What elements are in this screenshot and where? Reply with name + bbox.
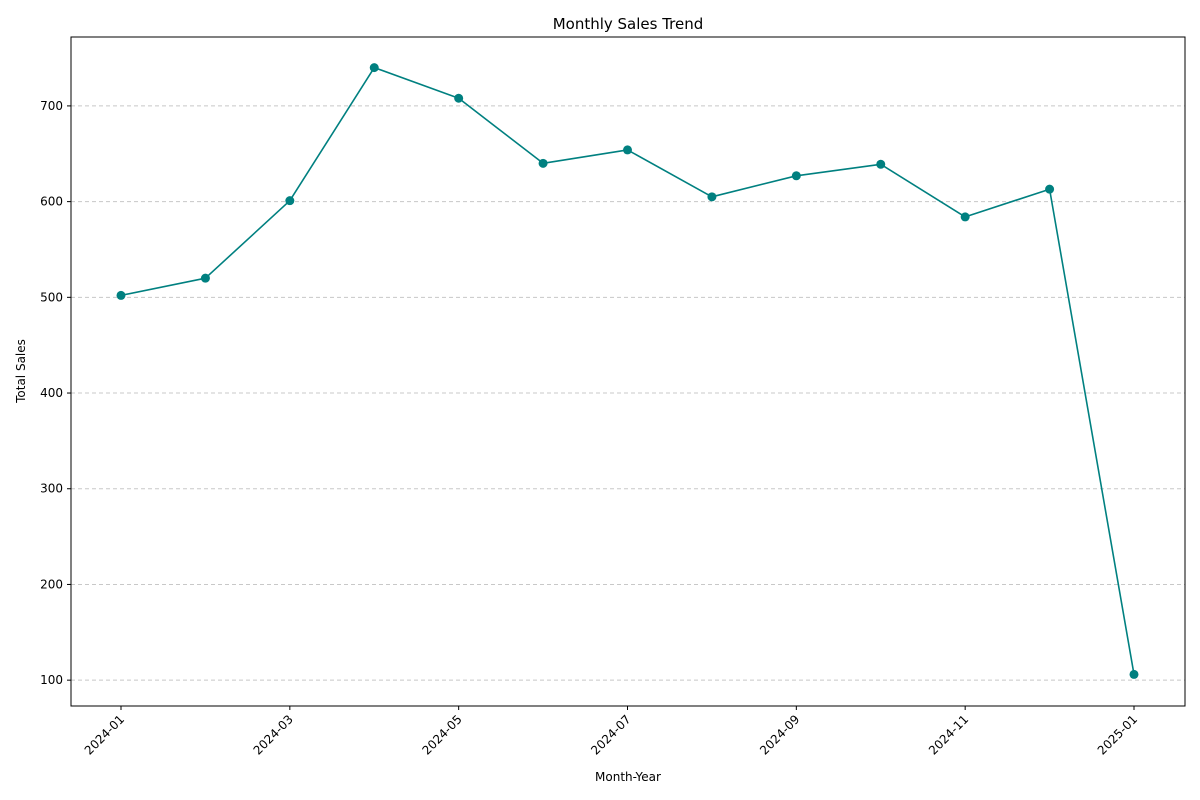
y-tick-label: 600 [40,195,63,209]
data-point [791,171,801,181]
x-axis-label: Month-Year [595,770,661,784]
y-gridlines [71,105,1185,681]
data-point [960,212,970,222]
y-tick-label: 500 [40,290,63,304]
y-tick-label: 100 [40,673,63,687]
data-point [1129,669,1139,679]
data-point [200,273,210,283]
data-point [369,63,379,73]
chart-title: Monthly Sales Trend [553,15,704,33]
data-point [538,158,548,168]
y-axis-label: Total Sales [14,339,28,404]
y-tick-label: 200 [40,577,63,591]
data-point [116,290,126,300]
series-layer [116,63,1139,679]
data-point [1045,184,1055,194]
data-point [876,159,886,169]
y-tick-label: 300 [40,482,63,496]
y-axis: 100 200 300 400 500 600 700 [40,99,71,687]
data-point [285,196,295,206]
data-point [707,192,717,202]
data-point [623,145,632,155]
y-tick-label: 400 [40,386,63,400]
y-tick-label: 700 [40,99,63,113]
data-point [454,93,464,103]
